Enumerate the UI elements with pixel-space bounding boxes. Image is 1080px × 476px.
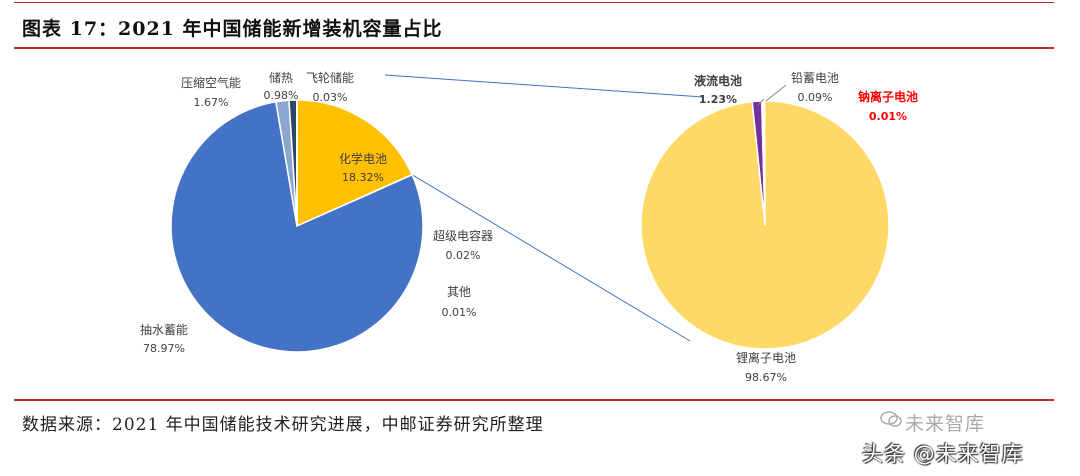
main-category-label: 压缩空气能 [181,75,241,90]
title-rule [14,47,1054,49]
connector-line-top [384,74,704,98]
pie-of-pie-chart: 化学电池 18.32% 超级电容器 0.02% 其他 0.01% 抽水蓄能 78.97% 压缩空… [140,70,918,384]
main-category-label: 储热 [269,70,293,85]
leader-line [757,98,765,106]
sub-category-label: 锂离子电池 [736,350,796,365]
main-pie [170,99,424,353]
connector-line-bottom [411,174,691,342]
main-value-label: 0.03% [313,91,348,104]
sub-value-label: 1.23% [699,93,737,106]
pie-labels: 化学电池 18.32% 超级电容器 0.02% 其他 0.01% 抽水蓄能 78.97% 压缩空… [140,70,918,384]
source-note: 数据来源：2021 年中国储能技术研究进展，中邮证券研究所整理 [22,415,544,435]
watermark-top: 未来智库 [905,413,986,435]
main-value-label: 0.01% [442,306,477,319]
main-category-label: 抽水蓄能 [140,323,188,337]
main-category-label: 超级电容器 [433,228,493,243]
sub-value-label: 0.01% [869,110,907,123]
sub-category-label: 铅蓄电池 [791,71,839,85]
main-category-label: 化学电池 [339,151,387,166]
connector-lines [384,74,704,342]
top-thin-rule [14,2,1054,3]
main-value-label: 0.02% [446,249,481,262]
slice-pumped-hydro [170,100,424,353]
watermark-bottom: 头条 @未来智库 [862,442,1024,466]
slice-chemical-battery [296,99,414,228]
main-category-label: 飞轮储能 [306,70,354,85]
sub-category-label: 钠离子电池 [858,89,918,104]
figure-title: 图表 17：2021 年中国储能新增装机容量占比 [22,18,443,40]
main-value-label: 1.67% [194,96,229,109]
sub-value-label: 0.09% [798,91,833,104]
main-value-label: 78.97% [143,342,185,355]
sub-category-label: 液流电池 [694,73,742,88]
sub-pie [640,100,890,350]
main-value-label: 18.32% [342,171,384,184]
leader-line [765,84,787,102]
main-value-label: 0.98% [264,89,299,102]
chat-bubble-icon [880,411,902,427]
main-category-label: 其他 [447,285,471,299]
source-rule [14,399,1054,401]
sub-value-label: 98.67% [745,371,787,384]
slice-lithium-ion [640,100,890,350]
slice-sodium-ion [762,100,766,226]
